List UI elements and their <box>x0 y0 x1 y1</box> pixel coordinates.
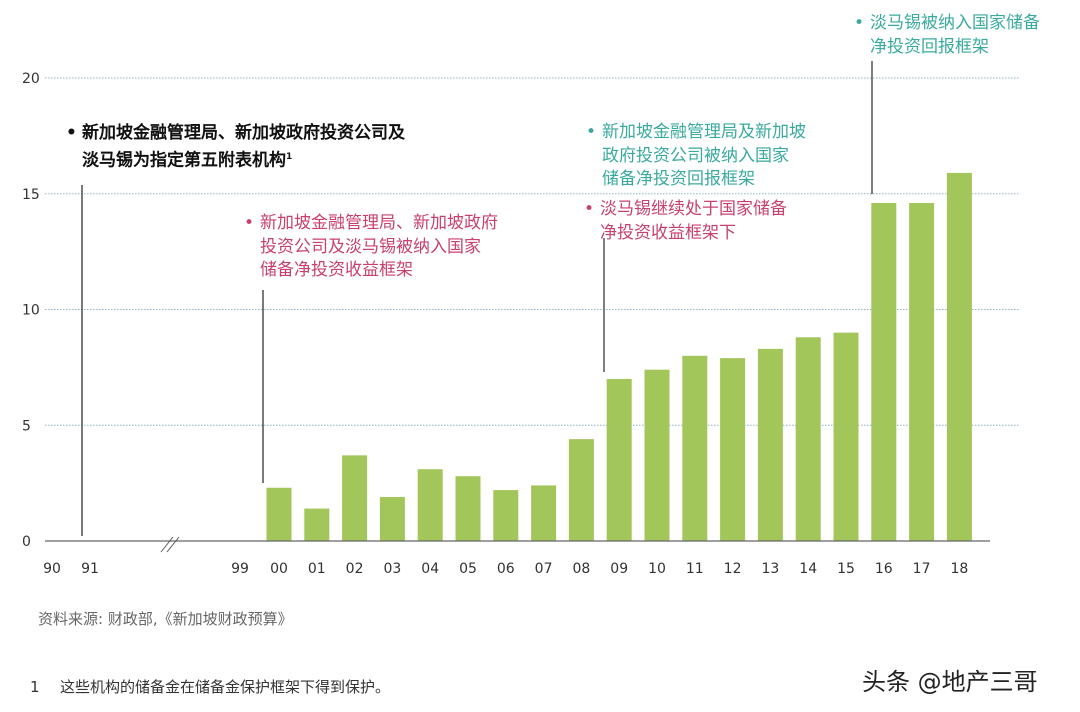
x-tick-label: 03 <box>383 561 401 577</box>
bullet-icon: • <box>854 13 865 33</box>
x-tick-label: 90 <box>43 561 61 577</box>
axis-break-icon <box>166 536 180 553</box>
bar-11 <box>682 355 708 541</box>
bar-10 <box>644 369 670 541</box>
x-tick-label: 04 <box>421 561 439 577</box>
bar-18 <box>946 172 972 542</box>
bar-13 <box>757 348 783 541</box>
annotation-line: 新加坡金融管理局、新加坡政府 <box>260 213 498 233</box>
footnote-text: 这些机构的储备金在储备金保护框架下得到保护。 <box>60 678 391 696</box>
footnote-number: 1 <box>30 678 40 696</box>
x-tick-label: 10 <box>648 561 666 577</box>
x-tick-label: 06 <box>497 561 515 577</box>
annotation-schedule-five: • 新加坡金融管理局、新加坡政府投资公司及 淡马锡为指定第五附表机构1 <box>66 122 405 173</box>
bar-15 <box>833 332 859 541</box>
x-tick-label: 14 <box>799 561 817 577</box>
y-tick-label: 5 <box>22 418 31 434</box>
x-tick-label: 15 <box>837 561 855 577</box>
annotation-line: 新加坡金融管理局及新加坡 <box>602 122 806 142</box>
annotation-line: 政府投资公司被纳入国家 <box>602 145 789 166</box>
annotation-line: 新加坡金融管理局、新加坡政府投资公司及 <box>82 123 405 143</box>
x-tick-label: 18 <box>950 561 968 577</box>
x-tick-label: 05 <box>459 561 477 577</box>
x-tick-label: 12 <box>724 561 742 577</box>
y-tick-label: 0 <box>22 534 31 550</box>
annotation-line: 淡马锡继续处于国家储备 <box>600 199 787 219</box>
bar-07 <box>531 485 557 541</box>
x-tick-label: 99 <box>231 561 249 577</box>
bar-16 <box>871 203 897 541</box>
bar-17 <box>909 203 935 541</box>
x-tick-label: 17 <box>913 561 931 577</box>
bar-12 <box>720 358 746 541</box>
annotation-line: 净投资收益框架下 <box>600 222 736 243</box>
x-tick-label: 13 <box>761 561 779 577</box>
bullet-icon: • <box>586 122 597 142</box>
annotation-nii-2009-pink: • 淡马锡继续处于国家储备 净投资收益框架下 <box>584 198 787 245</box>
x-tick-label: 16 <box>875 561 893 577</box>
y-tick-label: 20 <box>22 71 40 87</box>
bar-14 <box>795 337 821 541</box>
x-tick-label: 02 <box>346 561 364 577</box>
bar-03 <box>379 497 405 541</box>
watermark: 头条 @地产三哥 <box>862 668 1038 696</box>
footnote-marker: 1 <box>286 151 293 162</box>
x-tick-label: 07 <box>535 561 553 577</box>
x-tick-label: 11 <box>686 561 704 577</box>
y-tick-label: 15 <box>22 187 40 203</box>
annotation-line: 储备净投资收益框架 <box>260 260 413 280</box>
source-note: 资料来源: 财政部,《新加坡财政预算》 <box>38 610 293 628</box>
bar-08 <box>568 439 594 541</box>
bullet-icon: • <box>244 213 255 233</box>
y-tick-label: 10 <box>22 303 40 319</box>
annotation-line: 净投资回报框架 <box>870 36 989 57</box>
annotation-line: 淡马锡被纳入国家储备 <box>870 13 1040 33</box>
x-tick-label: 01 <box>308 561 326 577</box>
x-tick-label: 00 <box>270 561 288 577</box>
x-tick-label: 09 <box>610 561 628 577</box>
bar-04 <box>417 469 443 541</box>
annotation-line: 储备净投资回报框架 <box>602 169 755 189</box>
annotation-nirc-2009-teal: • 新加坡金融管理局及新加坡 政府投资公司被纳入国家 储备净投资回报框架 <box>586 121 806 192</box>
bullet-icon: • <box>66 123 77 143</box>
axis-break-icon <box>160 536 174 553</box>
bar-01 <box>304 508 330 541</box>
bar-05 <box>455 476 481 541</box>
bar-06 <box>493 490 519 541</box>
bar-02 <box>342 455 368 541</box>
annotation-line: 淡马锡为指定第五附表机构 <box>82 150 286 171</box>
bullet-icon: • <box>584 199 595 219</box>
annotation-nirc-2016: • 淡马锡被纳入国家储备 净投资回报框架 <box>854 12 1040 59</box>
x-tick-label: 08 <box>572 561 590 577</box>
annotation-line: 投资公司及淡马锡被纳入国家 <box>260 236 481 257</box>
bar-00 <box>266 487 292 541</box>
x-tick-label: 91 <box>81 561 99 577</box>
footnote: 1 这些机构的储备金在储备金保护框架下得到保护。 <box>30 676 390 697</box>
annotation-nirc-2000: • 新加坡金融管理局、新加坡政府 投资公司及淡马锡被纳入国家 储备净投资收益框架 <box>244 212 498 283</box>
bar-09 <box>606 378 632 541</box>
